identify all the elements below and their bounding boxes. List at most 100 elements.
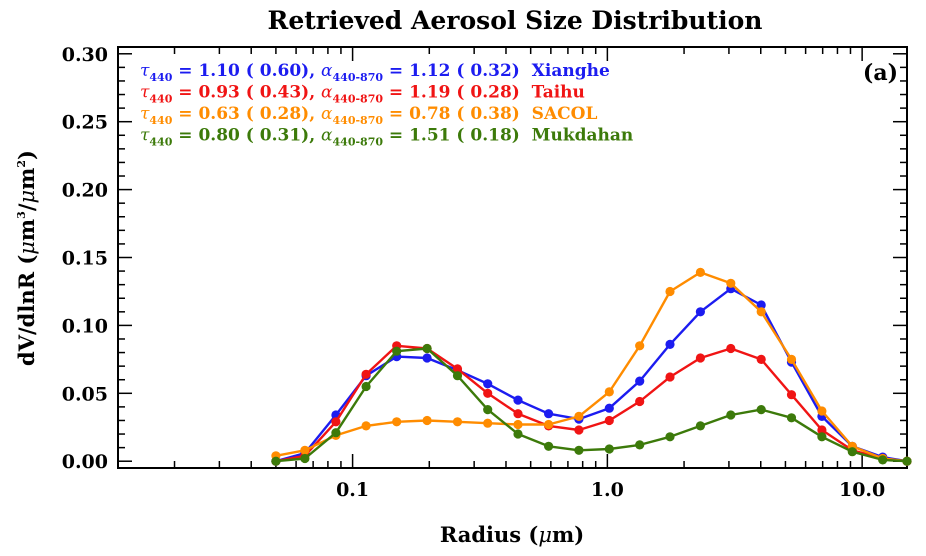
chart-title: Retrieved Aerosol Size Distribution <box>268 6 763 35</box>
data-point-taihu <box>635 397 644 406</box>
data-point-mukdahan <box>574 446 583 455</box>
data-point-sacol <box>300 446 309 455</box>
data-point-mukdahan <box>902 457 911 466</box>
data-point-mukdahan <box>726 410 735 419</box>
data-point-sacol <box>696 268 705 277</box>
legend-tau-value: = 1.10 ( 0.60), <box>172 61 321 81</box>
data-point-mukdahan <box>878 455 887 464</box>
data-point-sacol <box>817 406 826 415</box>
data-point-taihu <box>787 390 796 399</box>
data-point-taihu <box>757 355 766 364</box>
legend-alpha: α <box>321 104 333 124</box>
data-point-sacol <box>513 420 522 429</box>
data-point-mukdahan <box>817 432 826 441</box>
data-point-sacol <box>423 416 432 425</box>
legend-alpha-value: = 0.78 ( 0.38) <box>383 104 520 124</box>
legend-alpha-subscript: 440-870 <box>333 71 384 84</box>
y-tick-label: 0.15 <box>62 248 108 270</box>
legend-alpha-subscript: 440-870 <box>333 93 384 106</box>
y-tick-label: 0.25 <box>62 112 108 134</box>
y-axis-title-close: ) <box>14 150 39 160</box>
y-axis-title-m2: m <box>14 168 39 190</box>
data-point-taihu <box>362 370 371 379</box>
legend-alpha: α <box>321 126 333 146</box>
x-axis-title: Radius (μm) <box>440 522 584 547</box>
y-axis-title-mu2: μ <box>15 190 39 204</box>
y-axis-title-main: dV/dlnR ( <box>14 255 39 366</box>
data-point-mukdahan <box>757 405 766 414</box>
legend-alpha: α <box>321 83 333 103</box>
legend-tau-subscript: 440 <box>149 71 172 84</box>
data-point-xianghe <box>635 377 644 386</box>
legend-site-name: Xianghe <box>520 61 610 81</box>
data-point-taihu <box>605 416 614 425</box>
data-point-taihu <box>574 425 583 434</box>
legend-alpha-value: = 1.12 ( 0.32) <box>383 61 520 81</box>
data-point-sacol <box>757 307 766 316</box>
legend-tau-value: = 0.80 ( 0.31), <box>172 126 321 146</box>
y-tick-label: 0.10 <box>62 315 108 337</box>
data-point-sacol <box>392 417 401 426</box>
data-point-sacol <box>483 419 492 428</box>
data-point-taihu <box>726 344 735 353</box>
legend-tau-subscript: 440 <box>149 114 172 127</box>
legend-alpha-subscript: 440-870 <box>333 114 384 127</box>
legend-site-name: Taihu <box>520 83 585 103</box>
data-point-taihu <box>483 389 492 398</box>
data-point-xianghe <box>665 340 674 349</box>
y-axis-title-m3: m <box>14 219 39 241</box>
data-point-mukdahan <box>483 405 492 414</box>
data-point-mukdahan <box>848 447 857 456</box>
y-axis-title-mu1: μ <box>15 241 39 255</box>
data-point-sacol <box>665 287 674 296</box>
data-point-mukdahan <box>696 421 705 430</box>
data-point-taihu <box>331 417 340 426</box>
data-point-mukdahan <box>453 371 462 380</box>
data-point-mukdahan <box>362 382 371 391</box>
data-point-xianghe <box>544 409 553 418</box>
legend-site-name: SACOL <box>520 104 598 124</box>
legend-alpha-value: = 1.51 ( 0.18) <box>383 126 520 146</box>
data-point-mukdahan <box>635 440 644 449</box>
data-point-xianghe <box>483 379 492 388</box>
legend-alpha-subscript: 440-870 <box>333 136 384 149</box>
data-point-mukdahan <box>787 413 796 422</box>
y-axis-title: dV/dlnR (μm3/μm2) <box>14 150 39 366</box>
data-point-mukdahan <box>605 444 614 453</box>
data-point-sacol <box>574 412 583 421</box>
y-axis-title-exp2: 2 <box>15 160 28 168</box>
data-point-sacol <box>544 420 553 429</box>
legend-tau-subscript: 440 <box>149 136 172 149</box>
y-tick-label: 0.00 <box>62 451 108 473</box>
data-point-mukdahan <box>392 347 401 356</box>
data-point-taihu <box>665 372 674 381</box>
data-point-sacol <box>605 387 614 396</box>
data-point-mukdahan <box>300 454 309 463</box>
data-point-xianghe <box>423 353 432 362</box>
data-point-mukdahan <box>331 428 340 437</box>
x-tick-label: 0.1 <box>336 479 369 501</box>
data-point-mukdahan <box>665 432 674 441</box>
legend-alpha: α <box>321 61 333 81</box>
panel-label: (a) <box>863 60 898 86</box>
x-tick-label: 1.0 <box>591 479 624 501</box>
data-point-mukdahan <box>423 344 432 353</box>
x-axis-title-unit: m) <box>552 522 584 547</box>
data-point-sacol <box>453 417 462 426</box>
y-tick-label: 0.30 <box>62 44 108 66</box>
data-point-mukdahan <box>513 429 522 438</box>
y-tick-label: 0.05 <box>62 383 108 405</box>
data-point-sacol <box>787 355 796 364</box>
legend-site-name: Mukdahan <box>520 126 633 146</box>
legend: τ440 = 1.10 ( 0.60), α440-870 = 1.12 ( 0… <box>140 61 633 149</box>
data-point-taihu <box>696 353 705 362</box>
data-point-xianghe <box>513 396 522 405</box>
data-point-taihu <box>513 409 522 418</box>
x-axis-title-mu: μ <box>538 523 552 547</box>
data-point-sacol <box>362 421 371 430</box>
data-point-mukdahan <box>544 442 553 451</box>
legend-entry-mukdahan: τ440 = 0.80 ( 0.31), α440-870 = 1.51 ( 0… <box>140 126 633 149</box>
data-point-xianghe <box>605 404 614 413</box>
data-point-xianghe <box>696 307 705 316</box>
